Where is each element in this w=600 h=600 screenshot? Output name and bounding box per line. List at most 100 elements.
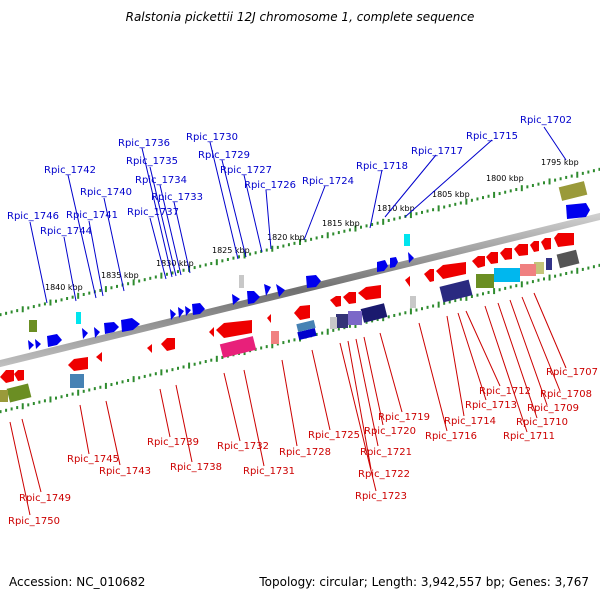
tick-mark (448, 300, 451, 304)
gene-arrow[interactable] (472, 256, 485, 268)
tick-mark (282, 341, 285, 345)
gene-arrow[interactable] (94, 327, 100, 338)
gene-arrow[interactable] (294, 305, 310, 320)
gene-label[interactable]: Rpic_1736 (118, 138, 170, 149)
gene-arrow[interactable] (35, 339, 41, 349)
gene-arrow[interactable] (408, 252, 414, 263)
gene-arrow[interactable] (306, 275, 321, 288)
gene-label[interactable]: Rpic_1746 (7, 211, 59, 222)
gene-label[interactable]: Rpic_1734 (135, 175, 187, 186)
gene-label[interactable]: Rpic_1716 (425, 431, 477, 442)
tick-mark (177, 366, 179, 370)
tick-mark (188, 362, 191, 369)
gene-label[interactable]: Rpic_1709 (527, 403, 579, 414)
gene-arrow[interactable] (121, 318, 140, 332)
gene-arrow[interactable] (68, 357, 88, 371)
gene-label[interactable]: Rpic_1739 (147, 437, 199, 448)
gene-label[interactable]: Rpic_1711 (503, 431, 555, 442)
tick-mark (382, 315, 385, 322)
gene-arrow[interactable] (264, 284, 271, 296)
gene-label[interactable]: Rpic_1749 (19, 493, 71, 504)
tick-mark (193, 266, 196, 270)
gene-label[interactable]: Rpic_1735 (126, 156, 178, 167)
gene-label[interactable]: Rpic_1731 (243, 466, 295, 477)
gene-arrow[interactable] (178, 307, 184, 318)
gene-label[interactable]: Rpic_1708 (540, 389, 592, 400)
gene-label[interactable]: Rpic_1741 (66, 210, 118, 221)
gene-label[interactable]: Rpic_1717 (411, 146, 463, 157)
gene-arrow[interactable] (247, 291, 260, 304)
gene-label[interactable]: Rpic_1714 (444, 416, 496, 427)
gene-arrow[interactable] (424, 269, 434, 282)
gene-label[interactable]: Rpic_1728 (279, 447, 331, 458)
gene-label[interactable]: Rpic_1726 (244, 180, 296, 191)
gene-label[interactable]: Rpic_1713 (465, 400, 517, 411)
gene-label[interactable]: Rpic_1729 (198, 150, 250, 161)
gene-label[interactable]: Rpic_1719 (378, 412, 430, 423)
gene-label[interactable]: Rpic_1737 (127, 207, 179, 218)
gene-label[interactable]: Rpic_1743 (99, 466, 151, 477)
gene-arrow[interactable] (185, 306, 191, 316)
gene-label[interactable]: Rpic_1715 (466, 131, 518, 142)
gene-label[interactable]: Rpic_1710 (516, 417, 568, 428)
gene-arrow[interactable] (343, 292, 356, 304)
gene-label[interactable]: Rpic_1725 (308, 430, 360, 441)
gene-arrow[interactable] (514, 244, 528, 256)
gene-arrow[interactable] (161, 338, 175, 351)
gene-arrow[interactable] (541, 238, 551, 250)
tick-mark (66, 297, 69, 301)
gene-label[interactable]: Rpic_1721 (360, 447, 412, 458)
gene-arrow[interactable] (96, 352, 102, 362)
gene-arrow[interactable] (566, 203, 590, 219)
gene-arrow[interactable] (82, 328, 88, 339)
tick-mark (165, 272, 168, 276)
gene-arrow[interactable] (192, 303, 205, 315)
gene-arrow[interactable] (47, 334, 62, 347)
gene-label[interactable]: Rpic_1707 (546, 367, 598, 378)
tick-mark (165, 369, 168, 373)
tick-mark (515, 284, 518, 288)
gene-arrow[interactable] (147, 344, 152, 353)
gene-arrow[interactable] (14, 370, 24, 381)
gene-arrow[interactable] (500, 248, 512, 260)
gene-label[interactable]: Rpic_1727 (220, 165, 272, 176)
gene-label[interactable]: Rpic_1738 (170, 462, 222, 473)
gene-arrow[interactable] (530, 241, 539, 252)
gene-arrow[interactable] (267, 314, 271, 323)
gene-arrow[interactable] (216, 320, 252, 338)
tick-mark (49, 396, 52, 403)
gene-arrow[interactable] (276, 284, 285, 297)
gene-arrow[interactable] (170, 309, 176, 320)
gene-arrow[interactable] (0, 370, 14, 383)
gene-label[interactable]: Rpic_1740 (80, 187, 132, 198)
gene-label[interactable]: Rpic_1732 (217, 441, 269, 452)
gene-arrow[interactable] (28, 340, 34, 350)
gene-label[interactable]: Rpic_1744 (40, 226, 92, 237)
gene-label[interactable]: Rpic_1742 (44, 165, 96, 176)
gene-arrow[interactable] (377, 260, 388, 272)
gene-label[interactable]: Rpic_1733 (151, 192, 203, 203)
gene-arrow[interactable] (232, 294, 240, 305)
tick-mark (376, 221, 379, 225)
gene-arrow[interactable] (330, 296, 341, 307)
gene-label[interactable]: Rpic_1723 (355, 491, 407, 502)
tick-mark (448, 204, 451, 208)
gene-arrow[interactable] (405, 276, 410, 287)
gene-arrow[interactable] (554, 233, 574, 247)
gene-label[interactable]: Rpic_1702 (520, 115, 572, 126)
gene-arrow[interactable] (104, 322, 119, 334)
gene-label[interactable]: Rpic_1718 (356, 161, 408, 172)
gene-label[interactable]: Rpic_1750 (8, 516, 60, 527)
gene-arrow[interactable] (358, 285, 381, 300)
gene-label[interactable]: Rpic_1712 (479, 386, 531, 397)
gene-label[interactable]: Rpic_1745 (67, 454, 119, 465)
gene-label[interactable]: Rpic_1720 (364, 426, 416, 437)
gene-arrow[interactable] (390, 257, 398, 268)
gene-label[interactable]: Rpic_1722 (358, 469, 410, 480)
gene-arrow[interactable] (486, 252, 498, 264)
gene-arrow[interactable] (209, 327, 214, 337)
gene-label[interactable]: Rpic_1724 (302, 176, 354, 187)
gene-arrow[interactable] (436, 262, 466, 279)
gene-label[interactable]: Rpic_1730 (186, 132, 238, 143)
gene-box[interactable] (297, 327, 317, 341)
